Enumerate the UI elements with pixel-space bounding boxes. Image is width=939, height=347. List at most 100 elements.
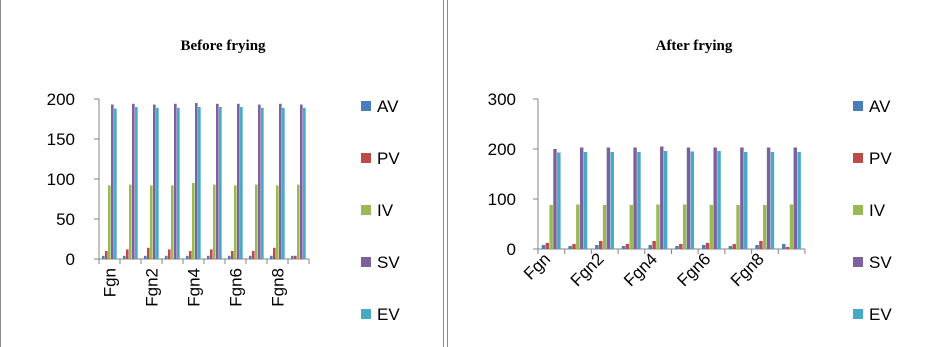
bar-ev-9 — [797, 152, 801, 249]
bar-pv-2 — [146, 247, 150, 259]
bar-sv-8 — [279, 103, 282, 259]
bar-pv-5 — [209, 249, 213, 259]
bar-iv-9 — [296, 184, 300, 259]
bar-iv-6 — [233, 185, 237, 259]
bar-av-1 — [122, 255, 126, 259]
bar-sv-0 — [111, 104, 114, 259]
legend-swatch-av — [361, 101, 371, 111]
bar-ev-8 — [282, 107, 285, 259]
bar-av-2 — [143, 255, 147, 259]
legend-label-av: AV — [869, 97, 891, 116]
bar-sv-3 — [174, 103, 177, 259]
y-tick-label: 200 — [488, 140, 516, 159]
bar-iv-3 — [170, 185, 174, 259]
bar-ev-5 — [690, 151, 695, 249]
bar-pv-4 — [652, 241, 656, 249]
bar-ev-4 — [198, 107, 201, 259]
bar-ev-7 — [744, 152, 748, 249]
bar-ev-2 — [610, 152, 614, 249]
bar-iv-5 — [682, 204, 687, 249]
bar-pv-2 — [598, 241, 603, 249]
bar-av-8 — [269, 255, 273, 259]
bar-iv-5 — [212, 184, 216, 259]
y-tick-label: 50 — [56, 210, 75, 229]
bar-ev-3 — [637, 152, 641, 249]
bar-pv-9 — [293, 255, 297, 259]
legend-label-av: AV — [377, 97, 399, 116]
bar-pv-1 — [572, 244, 576, 249]
bar-iv-6 — [709, 205, 714, 249]
bar-iv-3 — [629, 205, 633, 249]
legend-swatch-av — [853, 101, 863, 111]
bar-iv-0 — [107, 185, 111, 259]
bar-ev-1 — [583, 152, 588, 249]
bar-iv-1 — [576, 204, 580, 249]
bar-iv-1 — [128, 184, 132, 259]
bar-sv-2 — [153, 104, 156, 259]
legend-label-ev: EV — [869, 305, 892, 324]
bar-pv-3 — [167, 249, 171, 259]
bar-iv-4 — [191, 183, 195, 259]
x-tick-label: Fgn — [520, 249, 554, 283]
bar-pv-6 — [705, 243, 710, 249]
bar-av-9 — [290, 255, 294, 259]
bar-sv-5 — [216, 103, 219, 259]
bar-sv-3 — [633, 147, 637, 249]
x-tick-label: Fgn2 — [142, 268, 161, 307]
before-frying-chart: Before frying 0 50 100 150 200 Fgn Fgn2 Fgn4 Fgn6… — [47, 38, 401, 324]
x-tick-label: Fgn2 — [567, 249, 608, 290]
bar-av-0 — [101, 255, 105, 259]
bar-pv-1 — [125, 249, 129, 259]
y-tick-label: 0 — [507, 240, 516, 259]
legend-label-pv: PV — [869, 149, 892, 168]
bar-sv-9 — [300, 104, 303, 259]
bar-av-8 — [755, 245, 759, 249]
y-tick-label: 100 — [47, 170, 75, 189]
bar-sv-7 — [258, 104, 261, 259]
bar-ev-2 — [156, 107, 159, 259]
bar-av-5 — [675, 246, 679, 249]
bar-av-7 — [248, 255, 252, 259]
legend-label-ev: EV — [377, 305, 400, 324]
legend-label-iv: IV — [377, 201, 394, 220]
bar-pv-9 — [785, 247, 790, 249]
bar-sv-6 — [237, 103, 240, 259]
bar-sv-7 — [740, 147, 744, 249]
x-tick-label: Fgn8 — [268, 268, 287, 307]
chart-title: After frying — [656, 38, 733, 54]
bar-pv-3 — [625, 244, 630, 249]
bar-sv-1 — [579, 147, 584, 249]
bar-sv-1 — [132, 103, 135, 259]
bar-iv-2 — [149, 185, 153, 259]
legend-swatch-ev — [853, 309, 863, 319]
bar-pv-0 — [104, 251, 108, 259]
bar-sv-4 — [195, 103, 198, 259]
bar-av-1 — [568, 246, 572, 249]
bar-sv-9 — [793, 147, 798, 249]
bar-av-6 — [701, 245, 706, 249]
bar-iv-8 — [275, 185, 279, 259]
bar-ev-6 — [717, 151, 721, 249]
bar-av-3 — [621, 246, 626, 249]
bar-iv-8 — [763, 205, 767, 249]
bar-av-3 — [164, 255, 168, 259]
bar-av-4 — [648, 245, 652, 249]
y-tick-label: 0 — [66, 250, 75, 269]
legend-label-sv: SV — [869, 253, 892, 272]
bar-pv-5 — [679, 244, 683, 249]
bar-av-2 — [595, 245, 599, 249]
bar-av-0 — [541, 245, 546, 249]
legend-swatch-iv — [361, 205, 371, 215]
bar-pv-8 — [272, 247, 276, 259]
bar-ev-0 — [557, 152, 561, 249]
x-tick-label: Fgn4 — [184, 268, 203, 307]
bar-pv-4 — [188, 251, 192, 259]
bar-pv-7 — [251, 251, 255, 259]
x-tick-label: Fgn4 — [620, 249, 661, 290]
bar-iv-4 — [656, 204, 660, 249]
bar-ev-4 — [663, 151, 668, 249]
bar-ev-3 — [177, 107, 180, 259]
bar-pv-6 — [230, 251, 234, 259]
bar-iv-9 — [789, 204, 794, 249]
legend-swatch-sv — [361, 257, 371, 267]
